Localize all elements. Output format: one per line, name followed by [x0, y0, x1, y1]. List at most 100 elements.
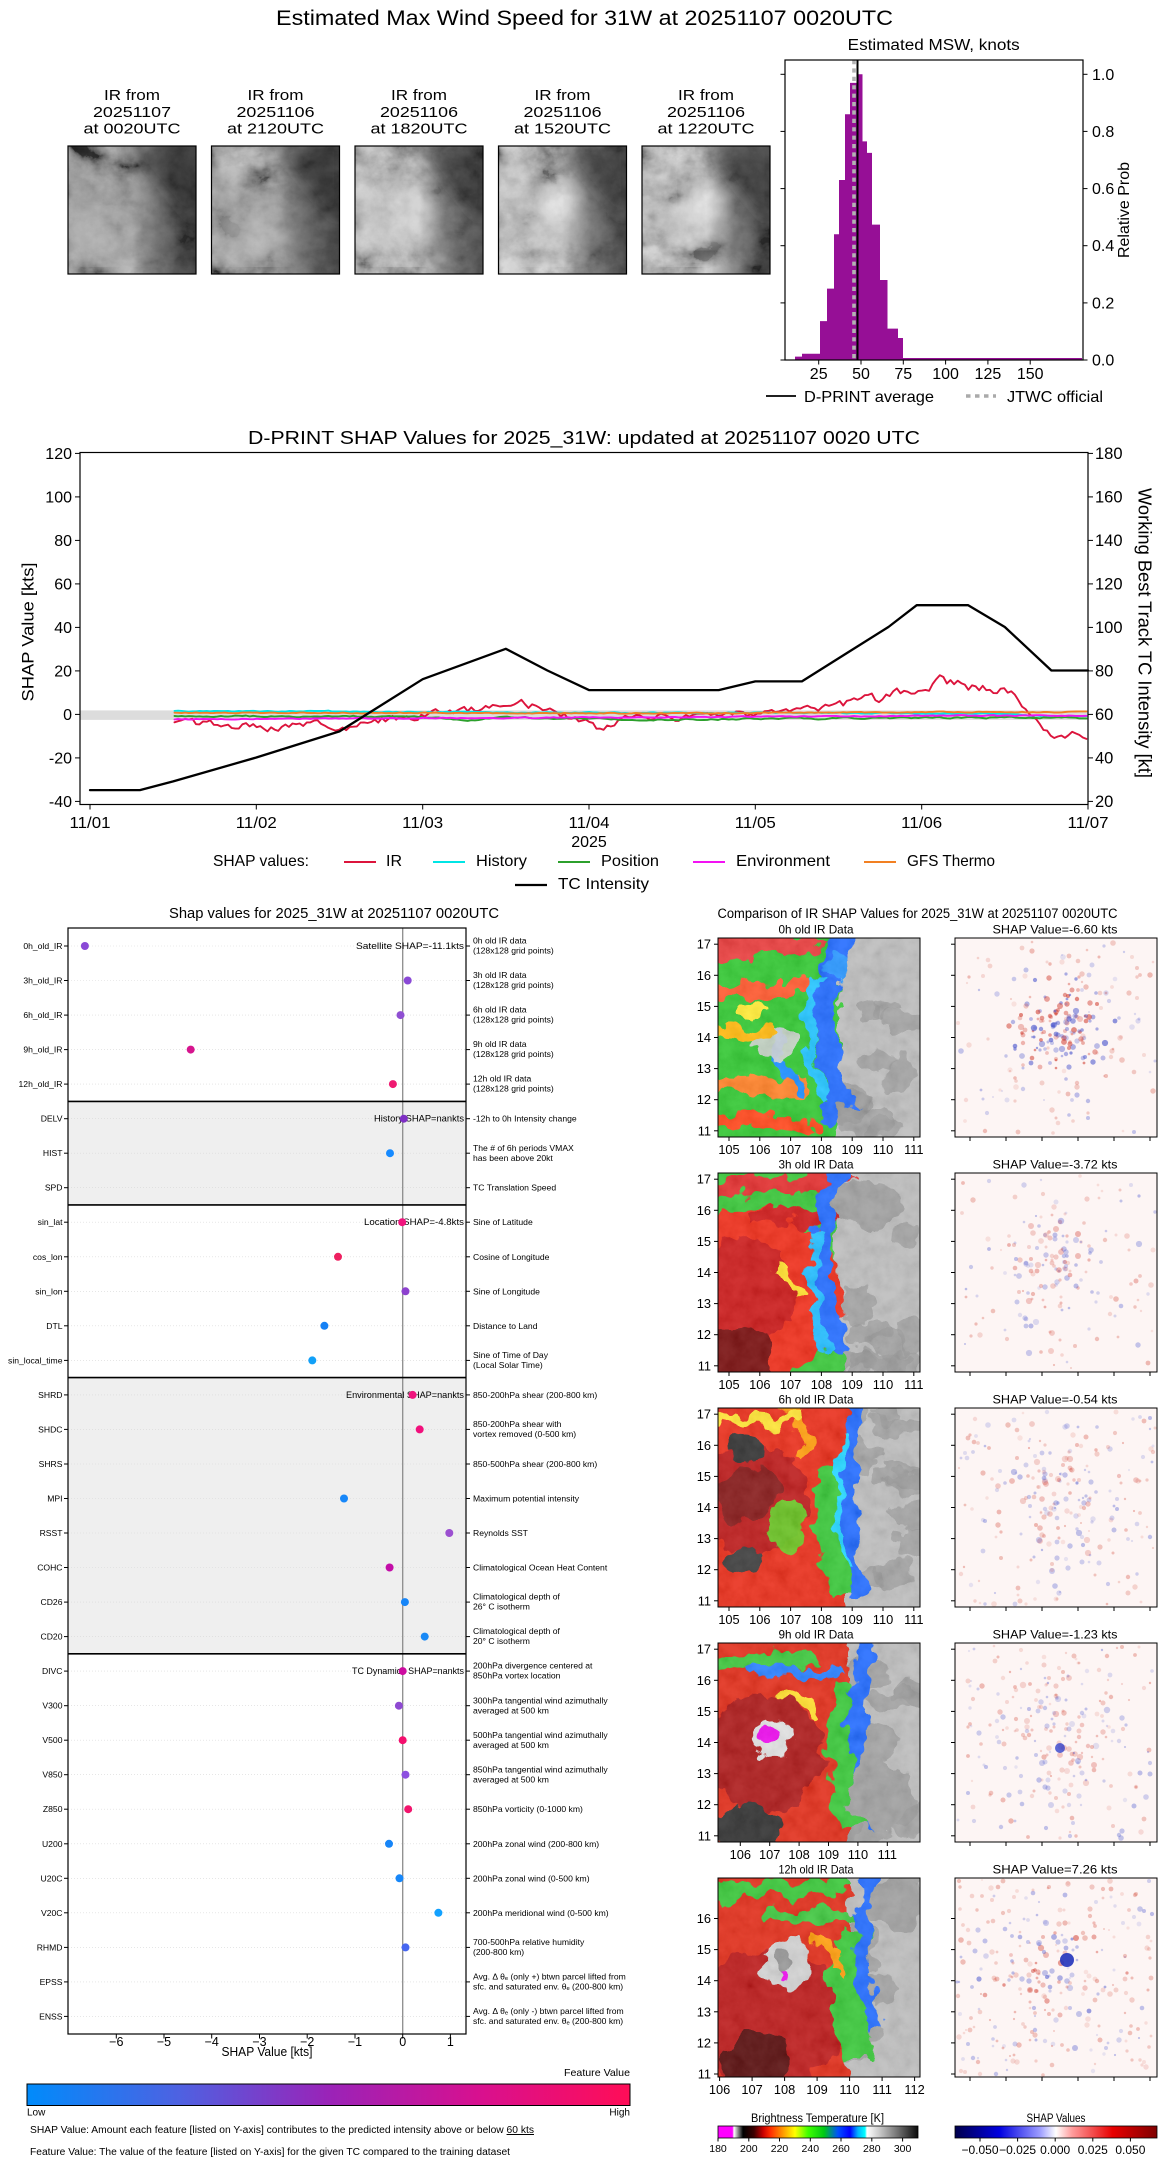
svg-text:13: 13: [697, 1296, 711, 1311]
svg-text:110: 110: [848, 1847, 868, 1862]
svg-text:TC Intensity: TC Intensity: [558, 876, 649, 893]
svg-text:IR from: IR from: [248, 87, 304, 104]
svg-text:−1: −1: [348, 2035, 362, 2049]
svg-text:0h old IR Data: 0h old IR Data: [779, 922, 854, 936]
svg-text:16: 16: [697, 1673, 711, 1688]
svg-text:Sine of Latitude: Sine of Latitude: [473, 1217, 533, 1227]
svg-text:6h old IR Data: 6h old IR Data: [779, 1392, 854, 1406]
svg-text:11: 11: [698, 1123, 711, 1138]
svg-text:SHRD: SHRD: [38, 1390, 62, 1400]
svg-text:RHMD: RHMD: [37, 1942, 63, 1952]
svg-text:109: 109: [842, 1377, 863, 1392]
svg-text:Brightness Temperature [K]: Brightness Temperature [K]: [751, 2113, 884, 2125]
svg-text:TC Dynamics SHAP=nankts: TC Dynamics SHAP=nankts: [352, 1666, 464, 1676]
svg-text:16: 16: [697, 1438, 711, 1453]
svg-text:100: 100: [932, 366, 959, 383]
svg-text:11: 11: [698, 1593, 711, 1608]
svg-text:110: 110: [873, 1612, 893, 1627]
svg-text:500hPa tangential wind azimuth: 500hPa tangential wind azimuthally: [473, 1730, 608, 1740]
svg-text:108: 108: [774, 2082, 795, 2097]
svg-text:SPD: SPD: [45, 1183, 63, 1193]
svg-text:16: 16: [697, 1203, 711, 1218]
svg-text:120: 120: [45, 446, 72, 463]
svg-text:200hPa divergence centered at: 200hPa divergence centered at: [473, 1661, 593, 1671]
svg-text:11/05: 11/05: [735, 815, 776, 832]
svg-text:−3: −3: [252, 2035, 266, 2049]
svg-text:11/03: 11/03: [402, 815, 443, 832]
svg-text:14: 14: [697, 1030, 711, 1045]
svg-text:260: 260: [832, 2143, 850, 2155]
svg-text:111: 111: [904, 1142, 923, 1157]
svg-text:850hPa vorticity (0-1000 km): 850hPa vorticity (0-1000 km): [473, 1804, 583, 1814]
svg-text:Comparison of IR SHAP Values f: Comparison of IR SHAP Values for 2025_31…: [718, 906, 1118, 921]
svg-text:History: History: [476, 853, 527, 870]
svg-text:Estimated MSW, knots: Estimated MSW, knots: [848, 37, 1020, 54]
svg-text:11: 11: [698, 1358, 711, 1373]
svg-text:has been above 20kt: has been above 20kt: [473, 1153, 553, 1163]
svg-text:SHDC: SHDC: [38, 1424, 62, 1434]
svg-text:RSST: RSST: [40, 1528, 64, 1538]
svg-text:SHAP Value [kts]: SHAP Value [kts]: [222, 2045, 313, 2059]
svg-text:2025: 2025: [571, 834, 607, 851]
svg-text:MPI: MPI: [47, 1494, 62, 1504]
svg-text:200: 200: [740, 2143, 758, 2155]
svg-text:Avg. Δ θₑ (only +) btwn parcel: Avg. Δ θₑ (only +) btwn parcel lifted fr…: [473, 1972, 626, 1982]
svg-text:106: 106: [709, 2082, 730, 2097]
svg-text:17: 17: [697, 1642, 711, 1657]
svg-text:125: 125: [975, 366, 1002, 383]
svg-text:Z850: Z850: [43, 1804, 63, 1814]
svg-text:20: 20: [54, 663, 72, 680]
svg-text:109: 109: [842, 1142, 863, 1157]
svg-text:20251106: 20251106: [524, 104, 602, 121]
svg-text:Reynolds SST: Reynolds SST: [473, 1528, 529, 1538]
svg-text:−5: −5: [157, 2035, 171, 2049]
svg-text:9h old IR data: 9h old IR data: [473, 1039, 527, 1049]
svg-text:Climatological Ocean Heat Cont: Climatological Ocean Heat Content: [473, 1563, 608, 1573]
svg-text:105: 105: [718, 1377, 739, 1392]
svg-text:sin_lon: sin_lon: [35, 1286, 62, 1296]
svg-text:SHRS: SHRS: [39, 1459, 63, 1469]
svg-text:CD20: CD20: [41, 1632, 63, 1642]
svg-text:3h old IR data: 3h old IR data: [473, 970, 527, 980]
svg-text:13: 13: [697, 2004, 711, 2019]
svg-text:V500: V500: [42, 1735, 62, 1745]
svg-text:15: 15: [697, 1704, 711, 1719]
svg-text:107: 107: [759, 1847, 780, 1862]
svg-text:14: 14: [697, 1265, 711, 1280]
svg-text:Cosine of Longitude: Cosine of Longitude: [473, 1252, 550, 1262]
svg-text:109: 109: [842, 1612, 863, 1627]
svg-text:(128x128 grid points): (128x128 grid points): [473, 980, 554, 990]
svg-text:20: 20: [1095, 793, 1113, 811]
svg-text:111: 111: [904, 1612, 923, 1627]
svg-text:40: 40: [54, 620, 72, 637]
svg-text:850hPa vortex location: 850hPa vortex location: [473, 1671, 561, 1681]
svg-text:0.4: 0.4: [1092, 238, 1114, 255]
svg-text:U200: U200: [42, 1839, 63, 1849]
svg-text:700-500hPa relative humidity: 700-500hPa relative humidity: [473, 1937, 585, 1947]
svg-text:107: 107: [780, 1377, 801, 1392]
svg-text:16: 16: [697, 1911, 711, 1926]
svg-text:averaged at 500 km: averaged at 500 km: [473, 1705, 549, 1715]
svg-text:180: 180: [709, 2143, 727, 2155]
svg-text:300hPa tangential wind azimuth: 300hPa tangential wind azimuthally: [473, 1695, 608, 1705]
svg-text:20251106: 20251106: [667, 104, 745, 121]
svg-text:Location SHAP=-4.8kts: Location SHAP=-4.8kts: [364, 1217, 464, 1227]
svg-text:0.2: 0.2: [1092, 295, 1114, 312]
svg-text:105: 105: [718, 1142, 739, 1157]
svg-text:120: 120: [1095, 575, 1123, 593]
svg-text:0.025: 0.025: [1078, 2143, 1108, 2157]
svg-text:Working Best Track TC Intensit: Working Best Track TC Intensity [kt]: [1135, 488, 1155, 778]
svg-text:12: 12: [697, 1797, 711, 1812]
svg-text:sfc. and saturated env. θₑ (20: sfc. and saturated env. θₑ (200-800 km): [473, 1982, 623, 1992]
svg-text:300: 300: [894, 2143, 912, 2155]
svg-text:sin_lat: sin_lat: [38, 1217, 63, 1227]
svg-text:50: 50: [852, 366, 870, 383]
svg-text:Position: Position: [601, 853, 659, 870]
svg-text:100: 100: [1095, 619, 1123, 637]
svg-text:26° C isotherm: 26° C isotherm: [473, 1602, 530, 1612]
svg-text:0.0: 0.0: [1092, 353, 1114, 370]
svg-text:40: 40: [1095, 749, 1113, 767]
svg-text:12h old IR Data: 12h old IR Data: [779, 1862, 854, 1876]
svg-text:220: 220: [771, 2143, 789, 2155]
svg-text:at 1820UTC: at 1820UTC: [371, 121, 468, 138]
